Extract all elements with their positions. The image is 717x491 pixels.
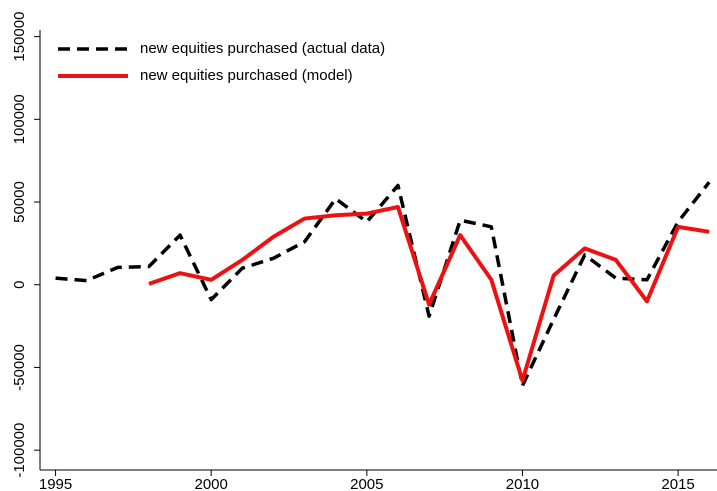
x-tick-label: 1995 bbox=[39, 476, 72, 491]
y-tick-label: 150000 bbox=[11, 12, 28, 62]
x-tick-label: 2010 bbox=[506, 476, 539, 491]
data-line bbox=[148, 204, 710, 383]
y-tick-label: 100000 bbox=[11, 94, 28, 144]
data-line bbox=[55, 181, 711, 388]
y-tick-label: -50000 bbox=[11, 344, 28, 391]
x-tick-label: 2015 bbox=[661, 476, 694, 491]
x-tick-label: 2000 bbox=[195, 476, 228, 491]
x-tick-label: 2005 bbox=[350, 476, 383, 491]
y-tick-label: -100000 bbox=[11, 423, 28, 478]
legend-label: new equities purchased (model) bbox=[140, 67, 353, 84]
y-tick-label: 50000 bbox=[11, 181, 28, 223]
y-tick-label: 0 bbox=[11, 281, 28, 289]
legend-label: new equities purchased (actual data) bbox=[140, 40, 385, 57]
